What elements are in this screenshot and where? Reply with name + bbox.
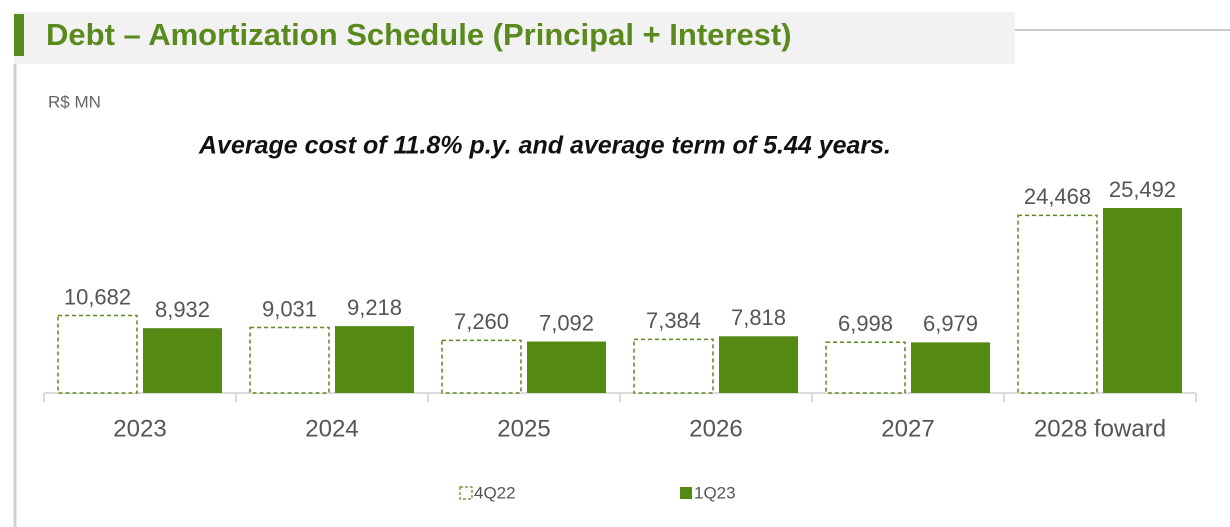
bar xyxy=(911,342,990,393)
data-label: 9,218 xyxy=(347,295,402,320)
data-label: 24,468 xyxy=(1024,184,1091,209)
data-label: 9,031 xyxy=(262,296,317,321)
data-label: 8,932 xyxy=(155,297,210,322)
bar xyxy=(143,328,222,393)
data-label: 10,682 xyxy=(64,284,131,309)
bar xyxy=(441,339,522,394)
x-tick-label: 2024 xyxy=(305,415,358,442)
bar xyxy=(527,341,606,393)
bar xyxy=(335,326,414,393)
bar xyxy=(633,338,714,394)
data-label: 6,998 xyxy=(838,311,893,336)
x-tick-label: 2023 xyxy=(113,415,166,442)
data-label: 7,818 xyxy=(731,305,786,330)
x-tick-label: 2025 xyxy=(497,415,550,442)
subtitle: Average cost of 11.8% p.y. and average t… xyxy=(198,132,891,160)
header-accent xyxy=(14,14,24,56)
data-label: 25,492 xyxy=(1109,177,1176,202)
unit-label: R$ MN xyxy=(48,92,101,111)
bar xyxy=(249,326,330,394)
data-label: 7,260 xyxy=(454,309,509,334)
legend-swatch xyxy=(459,486,473,500)
x-tick-label: 2027 xyxy=(881,415,934,442)
x-tick-label: 2026 xyxy=(689,415,742,442)
bar xyxy=(1017,214,1098,394)
slide-title: Debt – Amortization Schedule (Principal … xyxy=(46,17,792,52)
data-label: 6,979 xyxy=(923,311,978,336)
header-band xyxy=(14,12,1015,64)
data-label: 7,092 xyxy=(539,310,594,335)
legend-swatch xyxy=(680,487,692,499)
bar xyxy=(825,341,906,394)
data-label: 7,384 xyxy=(646,308,701,333)
bar xyxy=(57,314,138,394)
bar xyxy=(719,336,798,393)
x-tick-label: 2028 foward xyxy=(1034,415,1166,442)
bar xyxy=(1103,208,1182,393)
legend-label: 4Q22 xyxy=(474,483,516,502)
legend-label: 1Q23 xyxy=(694,483,736,502)
